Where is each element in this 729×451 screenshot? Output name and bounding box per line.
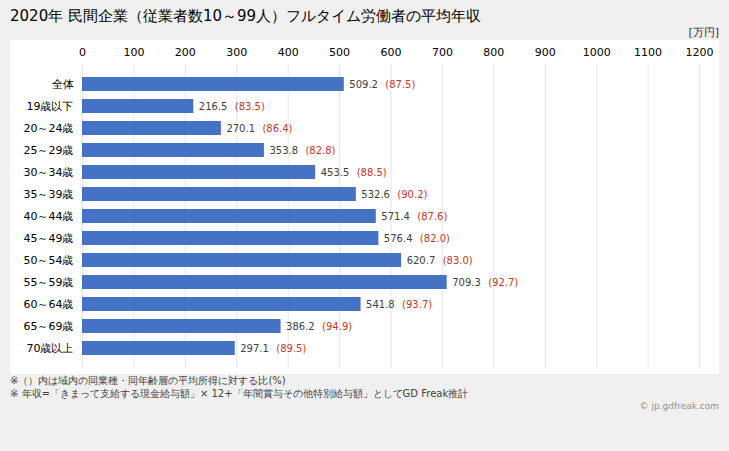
svg-text:全体: 全体 bbox=[52, 78, 74, 91]
svg-text:509.2: 509.2 bbox=[349, 79, 378, 90]
svg-text:353.8: 353.8 bbox=[269, 145, 298, 156]
svg-text:35～39歳: 35～39歳 bbox=[24, 188, 74, 201]
svg-text:(92.7): (92.7) bbox=[488, 277, 518, 288]
svg-text:70歳以上: 70歳以上 bbox=[27, 342, 74, 355]
svg-text:(94.9): (94.9) bbox=[322, 321, 352, 332]
svg-text:386.2: 386.2 bbox=[286, 321, 315, 332]
html-text:※ 年収=「きまって支給する現金給与額」× 12+「年間賞与: ※ 年収=「きまって支給する現金給与額」× 12+「年間賞与その他特別給与額」と… bbox=[10, 388, 469, 399]
svg-text:0: 0 bbox=[79, 46, 86, 59]
svg-text:(93.7): (93.7) bbox=[402, 299, 432, 310]
svg-text:(89.5): (89.5) bbox=[276, 343, 306, 354]
svg-text:571.4: 571.4 bbox=[381, 211, 410, 222]
svg-text:(88.5): (88.5) bbox=[357, 167, 387, 178]
svg-text:20～24歳: 20～24歳 bbox=[24, 122, 74, 135]
svg-text:60～64歳: 60～64歳 bbox=[24, 298, 74, 311]
svg-text:297.1: 297.1 bbox=[240, 343, 269, 354]
svg-text:216.5: 216.5 bbox=[199, 101, 228, 112]
svg-text:(83.0): (83.0) bbox=[443, 255, 473, 266]
html-text:※（）内は域内の同業種・同年齢層の平均所得に対する比(%): ※（）内は域内の同業種・同年齢層の平均所得に対する比(%) bbox=[10, 375, 286, 386]
svg-text:900: 900 bbox=[535, 46, 556, 59]
svg-text:270.1: 270.1 bbox=[226, 123, 255, 134]
html-text:2020年 民間企業（従業者数10～99人）フルタイム労働者: 2020年 民間企業（従業者数10～99人）フルタイム労働者の平均年収 bbox=[10, 7, 482, 25]
svg-text:700: 700 bbox=[432, 46, 453, 59]
svg-text:(86.4): (86.4) bbox=[262, 123, 292, 134]
svg-text:532.6: 532.6 bbox=[361, 189, 390, 200]
svg-text:1000: 1000 bbox=[583, 46, 611, 59]
svg-text:709.3: 709.3 bbox=[452, 277, 481, 288]
html-text:[万円]: [万円] bbox=[688, 26, 719, 39]
svg-text:(82.0): (82.0) bbox=[420, 233, 450, 244]
svg-text:(87.5): (87.5) bbox=[385, 79, 415, 90]
svg-text:800: 800 bbox=[483, 46, 504, 59]
svg-text:65～69歳: 65～69歳 bbox=[24, 320, 74, 333]
svg-text:500: 500 bbox=[329, 46, 350, 59]
svg-text:541.8: 541.8 bbox=[366, 299, 395, 310]
svg-text:(83.5): (83.5) bbox=[235, 101, 265, 112]
svg-text:(90.2): (90.2) bbox=[397, 189, 427, 200]
svg-text:30～34歳: 30～34歳 bbox=[24, 166, 74, 179]
svg-text:1200: 1200 bbox=[686, 46, 714, 59]
svg-text:1100: 1100 bbox=[634, 46, 662, 59]
svg-text:620.7: 620.7 bbox=[407, 255, 436, 266]
svg-text:100: 100 bbox=[123, 46, 144, 59]
svg-text:300: 300 bbox=[226, 46, 247, 59]
svg-text:25～29歳: 25～29歳 bbox=[24, 144, 74, 157]
svg-text:19歳以下: 19歳以下 bbox=[27, 100, 74, 113]
svg-text:(87.6): (87.6) bbox=[417, 211, 447, 222]
svg-text:400: 400 bbox=[278, 46, 299, 59]
svg-text:576.4: 576.4 bbox=[384, 233, 413, 244]
svg-text:200: 200 bbox=[175, 46, 196, 59]
html-text:© jp.gdfreak.com: © jp.gdfreak.com bbox=[639, 401, 719, 411]
svg-text:50～54歳: 50～54歳 bbox=[24, 254, 74, 267]
svg-text:45～49歳: 45～49歳 bbox=[24, 232, 74, 245]
svg-text:(82.8): (82.8) bbox=[305, 145, 335, 156]
svg-text:55～59歳: 55～59歳 bbox=[24, 276, 74, 289]
svg-text:40～44歳: 40～44歳 bbox=[24, 210, 74, 223]
svg-text:453.5: 453.5 bbox=[321, 167, 350, 178]
svg-text:600: 600 bbox=[381, 46, 402, 59]
